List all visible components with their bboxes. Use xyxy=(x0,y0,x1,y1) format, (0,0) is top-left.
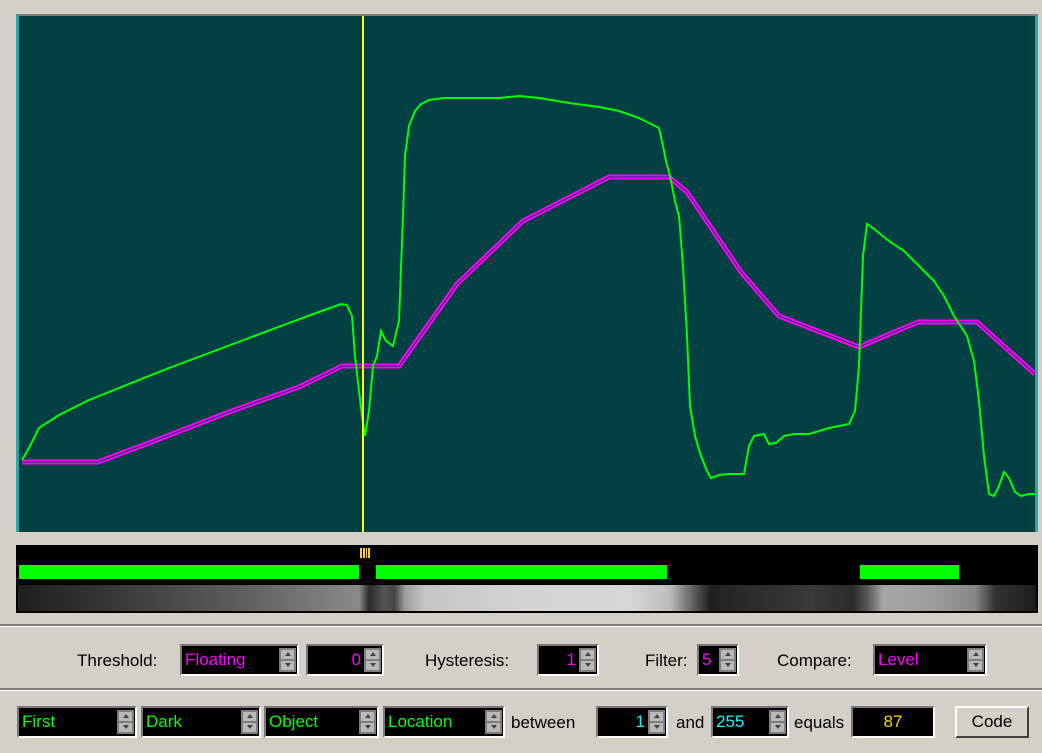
signal-curve xyxy=(21,94,1035,498)
to-arrows[interactable] xyxy=(769,710,786,734)
polarity-arrows[interactable] xyxy=(241,710,258,734)
measure-spinner[interactable]: Location xyxy=(383,706,505,738)
polarity-spinner[interactable]: Dark xyxy=(141,706,261,738)
separator xyxy=(0,624,1042,627)
compare-arrows[interactable] xyxy=(967,648,984,672)
threshold-offset-arrows[interactable] xyxy=(364,648,381,672)
to-value: 255 xyxy=(716,712,745,731)
threshold-offset-spinner[interactable]: 0 xyxy=(306,644,384,676)
object-segment-3 xyxy=(860,565,959,579)
from-spinner[interactable]: 1 xyxy=(596,706,668,738)
and-label: and xyxy=(676,713,705,732)
object-segment-2 xyxy=(376,565,667,579)
cursor-ticks xyxy=(360,548,370,558)
to-spinner[interactable]: 255 xyxy=(711,706,789,738)
target-arrows[interactable] xyxy=(359,710,376,734)
order-arrows[interactable] xyxy=(117,710,134,734)
from-arrows[interactable] xyxy=(648,710,665,734)
filter-value: 5 xyxy=(702,650,712,669)
order-spinner[interactable]: First xyxy=(17,706,137,738)
hysteresis-label: Hysteresis: xyxy=(425,651,510,670)
compare-label: Compare: xyxy=(777,651,852,670)
profile-strip xyxy=(16,545,1038,613)
code-button[interactable]: Code xyxy=(955,706,1029,738)
filter-arrows[interactable] xyxy=(719,648,736,672)
threshold-curve xyxy=(22,174,1035,465)
hysteresis-spinner[interactable]: 1 xyxy=(537,644,599,676)
result-display: 87 xyxy=(851,706,935,738)
grayscale-profile xyxy=(18,585,1036,611)
hysteresis-value: 1 xyxy=(566,650,576,669)
from-value: 1 xyxy=(635,712,645,731)
measure-value: Location xyxy=(388,712,453,731)
equals-label: equals xyxy=(794,713,845,732)
threshold-mode-spinner[interactable]: Floating xyxy=(180,644,299,676)
order-value: First xyxy=(22,712,56,731)
threshold-offset-value: 0 xyxy=(351,650,361,669)
threshold-mode-arrows[interactable] xyxy=(279,648,296,672)
measure-arrows[interactable] xyxy=(485,710,502,734)
threshold-curve-inner xyxy=(22,176,1035,463)
result-value: 87 xyxy=(883,712,903,731)
between-label: between xyxy=(511,713,576,732)
compare-value: Level xyxy=(878,650,919,669)
target-spinner[interactable]: Object xyxy=(264,706,379,738)
filter-spinner[interactable]: 5 xyxy=(697,644,739,676)
target-value: Object xyxy=(269,712,319,731)
polarity-value: Dark xyxy=(146,712,182,731)
compare-spinner[interactable]: Level xyxy=(873,644,987,676)
filter-label: Filter: xyxy=(645,651,688,670)
separator xyxy=(0,688,1042,691)
hysteresis-arrows[interactable] xyxy=(579,648,596,672)
threshold-mode-value: Floating xyxy=(185,650,246,669)
threshold-label: Threshold: xyxy=(77,651,158,670)
graph-plot xyxy=(21,16,1035,532)
object-segment-1 xyxy=(19,565,359,579)
intensity-graph[interactable] xyxy=(16,14,1038,532)
